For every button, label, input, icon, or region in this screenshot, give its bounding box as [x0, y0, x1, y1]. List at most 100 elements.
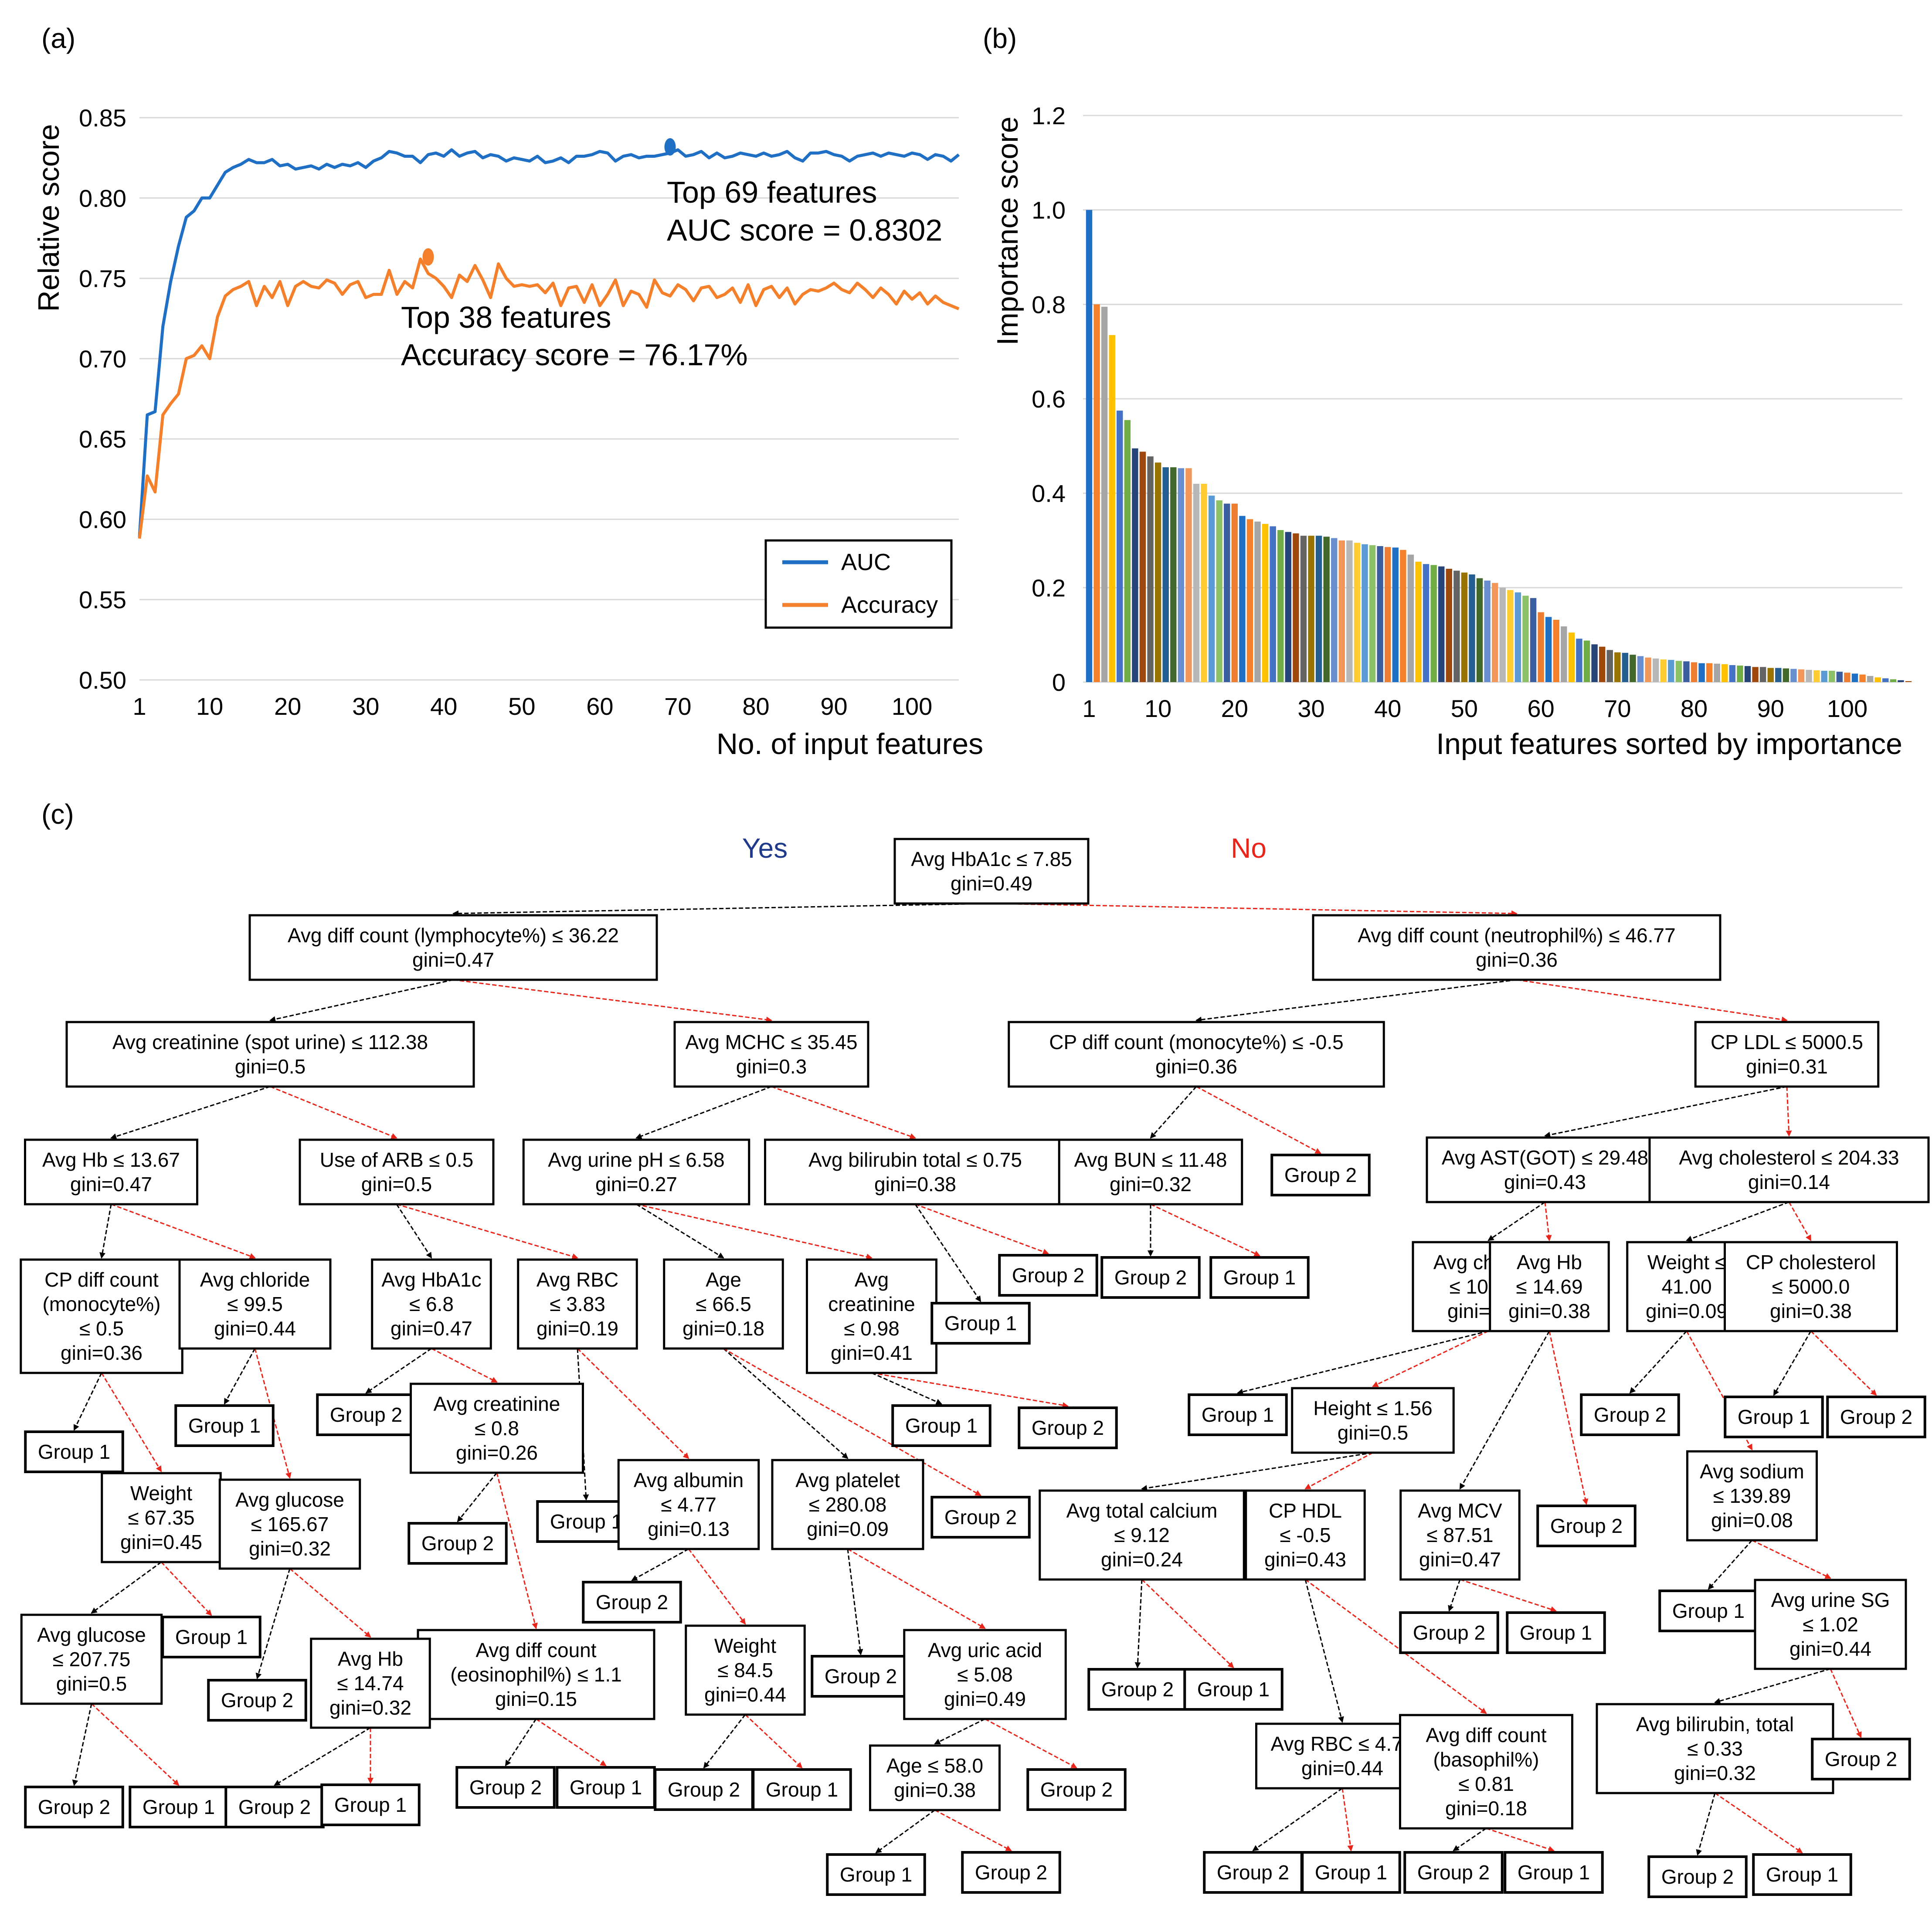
tree-leaf-node: Group 2 [1087, 1668, 1188, 1711]
x-tick-label: 60 [586, 693, 613, 720]
bar [1430, 565, 1437, 682]
tree-split-node: Avg creatinine (spot urine) ≤ 112.38gini… [65, 1021, 475, 1088]
tree-edge-no [847, 1548, 986, 1629]
legend-box [764, 539, 953, 629]
node-text: Avg uric acid [928, 1639, 1042, 1661]
tree-leaf-node: Group 2 [1826, 1396, 1926, 1438]
tree-edge-yes [1629, 1330, 1688, 1394]
node-text: Group 2 [1032, 1416, 1104, 1439]
x-tick-labels: 1 10 20 30 40 50 60 70 80 90 100 [1082, 695, 1867, 722]
bar [1698, 663, 1705, 682]
node-text: ≤ 139.89 [1713, 1484, 1791, 1507]
tree-leaf-node: Group 2 [654, 1768, 754, 1811]
node-box [1647, 1855, 1748, 1898]
bar [1285, 532, 1292, 682]
node-box [1203, 1851, 1303, 1894]
tree-leaf-node: Group 1 [1301, 1851, 1401, 1894]
tree-leaf-node: Group 2 [24, 1786, 124, 1828]
tree-edge-yes [72, 1703, 92, 1786]
bar [1568, 632, 1575, 682]
bar [1469, 574, 1475, 682]
node-text: gini=0.08 [1711, 1509, 1793, 1532]
bar [1545, 617, 1552, 682]
bar [1507, 590, 1514, 682]
x-tick-label: 60 [1527, 695, 1554, 722]
node-text: gini=0.38 [874, 1173, 956, 1196]
tree-edge-yes [631, 1548, 689, 1581]
node-text: gini=0.18 [1445, 1797, 1527, 1820]
node-text: Group 1 [175, 1626, 248, 1648]
node-box [1686, 1450, 1818, 1542]
bar [1392, 547, 1399, 682]
tree-edge-no [431, 1348, 498, 1383]
node-box [1826, 1396, 1926, 1438]
tree-edge-yes [110, 1086, 271, 1139]
bar [1859, 674, 1866, 682]
x-tick-label: 50 [1451, 695, 1478, 722]
tree-edge-yes [847, 1549, 863, 1655]
tree-edge-no [289, 1568, 371, 1638]
node-text: (basophil%) [1433, 1748, 1539, 1771]
node-text: Avg creatinine (spot urine) ≤ 112.38 [112, 1031, 428, 1053]
x-tick-label: 70 [1604, 695, 1631, 722]
tree-leaf-node: Group 1 [556, 1766, 656, 1809]
tree-edge-yes [1150, 1086, 1197, 1139]
tree-edge-yes [1141, 1452, 1373, 1491]
bar [1216, 500, 1222, 682]
node-text: ≤ 87.51 [1426, 1524, 1493, 1546]
node-text: Group 1 [1202, 1403, 1274, 1426]
y-tick-label: 0.85 [79, 104, 126, 132]
annotation-auc-score: AUC score = 0.8302 [667, 213, 942, 247]
tree-edge-no [1305, 1579, 1487, 1714]
node-box [1008, 1021, 1385, 1088]
tree-edge-yes [1448, 1579, 1461, 1612]
x-tick-label: 90 [820, 693, 847, 720]
grid [139, 117, 959, 681]
node-text: gini=0.36 [1476, 948, 1558, 971]
node-text: Group 2 [1417, 1861, 1490, 1884]
node-box [417, 1629, 655, 1720]
node-box [316, 1393, 416, 1436]
node-text: Group 2 [1012, 1264, 1084, 1287]
bar [1522, 595, 1529, 682]
node-box [654, 1768, 754, 1811]
node-text: gini=0.19 [536, 1317, 618, 1340]
bar [1377, 546, 1383, 682]
node-box [1752, 1853, 1852, 1896]
node-box [1399, 1611, 1499, 1654]
node-text: Group 2 [238, 1796, 311, 1818]
node-text: ≤ 0.8 [475, 1417, 519, 1440]
x-tick-label: 40 [1374, 695, 1401, 722]
node-box [24, 1138, 198, 1206]
bar [1668, 660, 1674, 682]
node-text: Group 2 [1594, 1403, 1666, 1426]
tree-edge-no [1372, 1330, 1489, 1387]
tree-edge-no [1544, 1202, 1552, 1241]
tree-leaf-node: Group 1 [752, 1768, 852, 1811]
tree-edge-no [723, 1348, 981, 1496]
node-text: Group 1 [1672, 1600, 1745, 1622]
tree-edge-no [1752, 1539, 1831, 1579]
tree-edge-yes [635, 1086, 772, 1139]
node-text: gini=0.5 [235, 1055, 306, 1078]
node-box [371, 1258, 492, 1350]
node-text: ≤ 5.08 [957, 1663, 1013, 1686]
bar [1453, 571, 1460, 682]
node-text: Group 2 [1284, 1164, 1357, 1186]
node-text: ≤ 9.12 [1114, 1524, 1170, 1546]
node-box [1399, 1714, 1573, 1830]
x-tick-label: 90 [1757, 695, 1784, 722]
best-point-marker-accuracy [422, 248, 434, 266]
bar [1829, 671, 1835, 682]
tree-edge-no [1516, 979, 1788, 1023]
node-text: ≤ 99.5 [227, 1293, 283, 1315]
node-text: Group 2 [944, 1506, 1017, 1529]
node-box [998, 1254, 1098, 1297]
